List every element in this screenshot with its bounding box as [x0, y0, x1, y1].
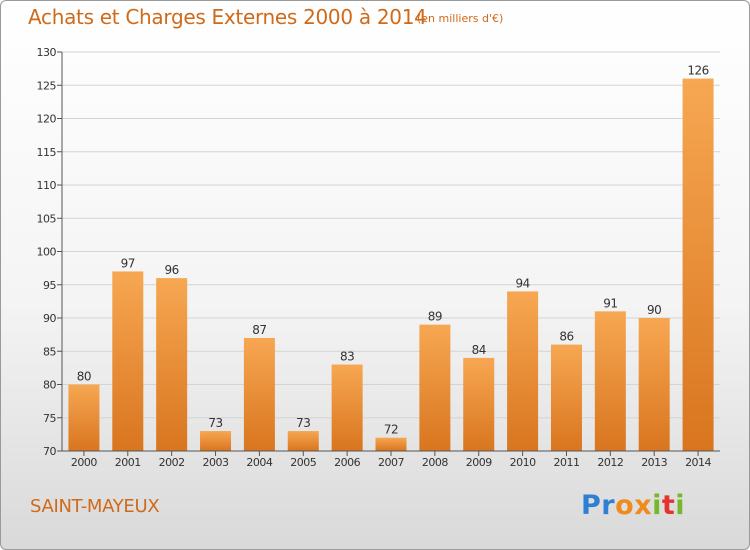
y-tick-label: 70 — [43, 445, 56, 458]
y-tick-label: 80 — [43, 379, 56, 392]
data-label: 73 — [208, 416, 222, 430]
x-tick-label: 2008 — [422, 456, 448, 469]
bar — [682, 78, 714, 451]
bar — [375, 437, 407, 451]
logo-letter: x — [634, 490, 653, 521]
bar — [156, 278, 188, 451]
x-tick-label: 2007 — [378, 456, 404, 469]
x-tick-label: 2014 — [685, 456, 711, 469]
bar — [200, 431, 232, 451]
bar — [112, 271, 144, 451]
x-tick-label: 2002 — [159, 456, 185, 469]
bar — [550, 344, 582, 451]
y-tick-label: 120 — [37, 113, 57, 126]
x-tick-label: 2004 — [246, 456, 272, 469]
data-label: 96 — [165, 263, 179, 277]
x-tick-label: 2010 — [510, 456, 536, 469]
data-label: 72 — [384, 423, 398, 437]
data-label: 83 — [340, 350, 354, 364]
bar — [287, 431, 319, 451]
proxiti-logo: Proxiti — [581, 490, 685, 521]
y-tick-label: 105 — [37, 212, 57, 225]
chart-unit-label: (en milliers d'€) — [417, 12, 504, 25]
data-label: 94 — [515, 276, 529, 290]
chart-title: Achats et Charges Externes 2000 à 2014 — [28, 5, 427, 29]
x-tick-label: 2013 — [641, 456, 667, 469]
data-label: 91 — [603, 296, 617, 310]
x-tick-label: 2009 — [466, 456, 492, 469]
x-tick-label: 2000 — [71, 456, 97, 469]
place-name: SAINT-MAYEUX — [30, 496, 160, 517]
bar — [463, 357, 495, 451]
logo-letter: t — [661, 490, 676, 521]
data-label: 89 — [428, 310, 442, 324]
bar — [594, 311, 626, 451]
y-tick-label: 110 — [37, 179, 57, 192]
data-label: 80 — [77, 370, 91, 384]
bar — [638, 318, 670, 451]
data-label: 84 — [472, 343, 486, 357]
y-tick-label: 90 — [43, 312, 56, 325]
bar — [419, 324, 451, 451]
bar — [68, 384, 100, 451]
data-label: 126 — [687, 64, 708, 78]
labels: 70 75 80 85 90 95 100 105 110 115 120 125 130 80 2000 9… — [37, 46, 713, 469]
x-tick-label: 2003 — [203, 456, 229, 469]
y-tick-label: 115 — [37, 146, 57, 159]
axes — [57, 51, 720, 456]
bar — [507, 291, 539, 451]
data-label: 73 — [296, 416, 310, 430]
x-tick-label: 2005 — [290, 456, 316, 469]
y-tick-label: 125 — [37, 79, 57, 92]
data-label: 97 — [121, 256, 135, 270]
data-label: 87 — [252, 323, 266, 337]
y-tick-label: 75 — [43, 412, 56, 425]
logo-letter: r — [601, 490, 616, 521]
logo-letter: i — [652, 490, 662, 521]
logo-letter: P — [581, 490, 602, 521]
y-tick-label: 100 — [37, 246, 57, 259]
data-label: 86 — [559, 330, 573, 344]
bar — [331, 364, 363, 451]
y-tick-label: 95 — [43, 279, 56, 292]
bars — [68, 78, 714, 451]
x-tick-label: 2011 — [553, 456, 579, 469]
x-tick-label: 2012 — [597, 456, 623, 469]
x-tick-label: 2001 — [115, 456, 141, 469]
bar — [243, 337, 275, 451]
y-tick-label: 130 — [37, 46, 57, 59]
logo-letter: i — [675, 490, 686, 521]
logo-letter: o — [615, 490, 635, 521]
y-tick-label: 85 — [43, 345, 56, 358]
data-label: 90 — [647, 303, 661, 317]
x-tick-label: 2006 — [334, 456, 360, 469]
